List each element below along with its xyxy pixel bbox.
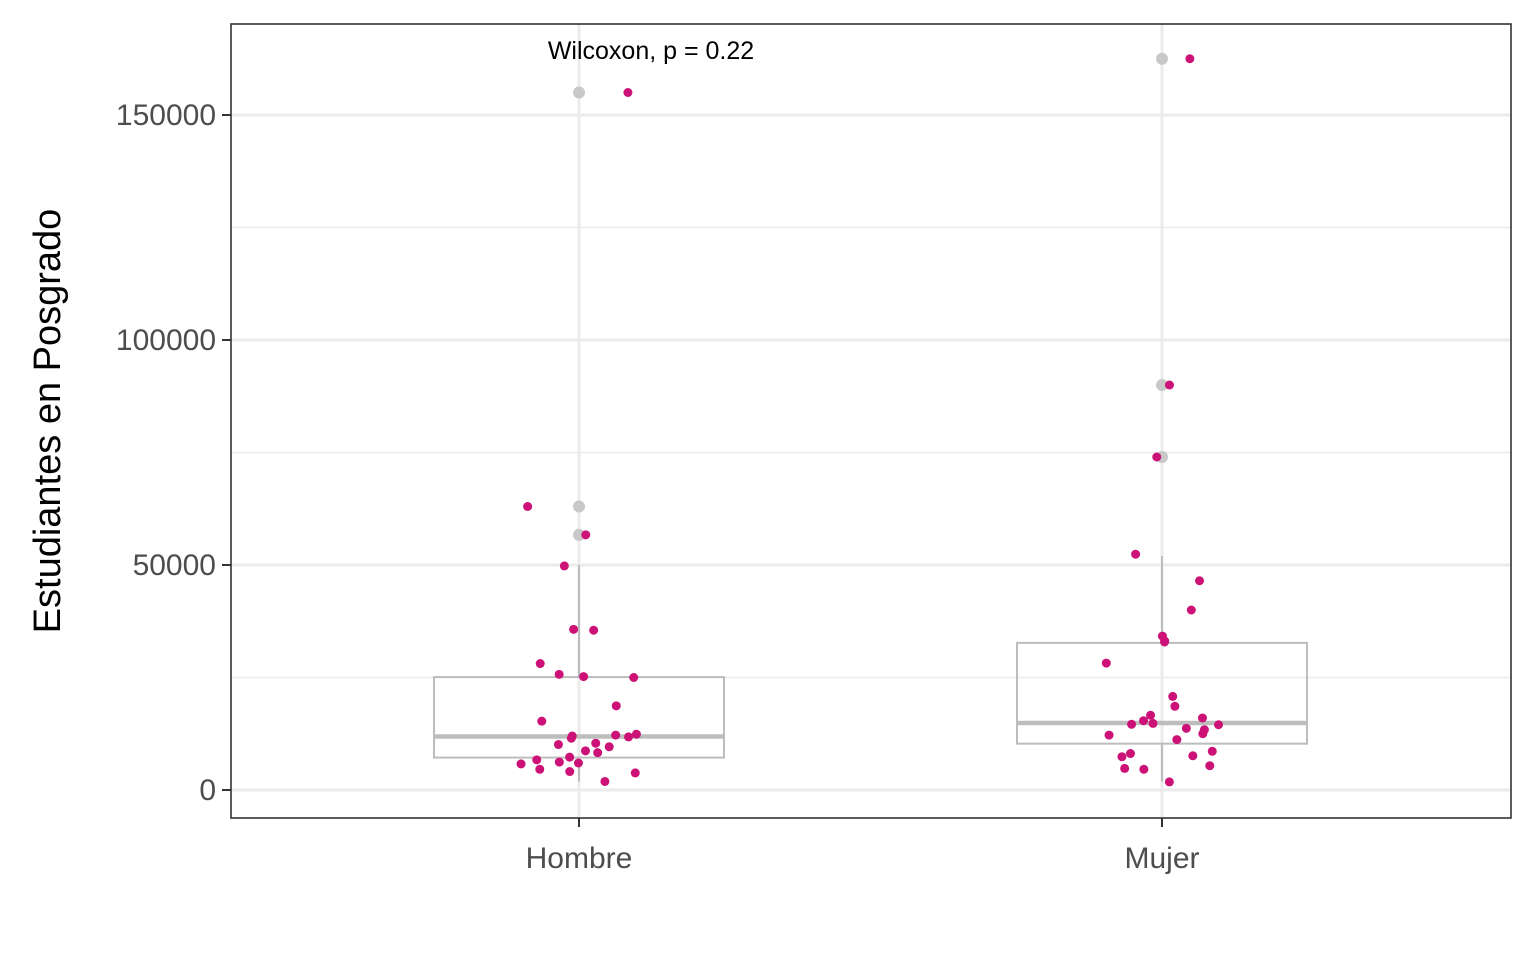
y-tick-label: 150000	[116, 99, 216, 132]
data-point	[1164, 380, 1174, 390]
data-point	[1148, 718, 1158, 728]
data-point	[1160, 637, 1170, 647]
data-point	[1125, 749, 1135, 759]
data-point	[629, 673, 639, 682]
data-point	[611, 730, 621, 740]
y-axis: 0 50000 100000 150000	[116, 99, 231, 807]
data-point	[516, 759, 526, 769]
data-point	[566, 733, 576, 743]
wilcoxon-annotation: Wilcoxon, p = 0.22	[548, 37, 754, 65]
data-point	[1104, 730, 1114, 740]
data-point	[1188, 751, 1198, 761]
data-point	[1185, 54, 1195, 64]
data-point	[535, 659, 545, 669]
x-tick-label: Mujer	[1124, 842, 1199, 875]
data-point	[604, 742, 614, 752]
data-point	[1127, 719, 1137, 729]
data-point	[559, 561, 569, 571]
data-point	[611, 701, 621, 711]
data-point	[591, 738, 601, 748]
data-point	[1139, 764, 1149, 774]
data-point	[623, 88, 633, 97]
data-point	[1197, 713, 1207, 723]
data-point	[1101, 658, 1111, 668]
box-iqr	[433, 676, 725, 759]
data-point	[1186, 605, 1196, 615]
data-point	[565, 752, 575, 762]
data-point	[1207, 746, 1217, 756]
data-point	[565, 767, 575, 777]
data-point	[532, 755, 542, 765]
outlier-point	[573, 528, 585, 541]
data-point	[1131, 549, 1141, 559]
y-tick-label: 0	[199, 774, 216, 807]
data-point	[553, 740, 563, 750]
data-point	[1214, 720, 1224, 730]
data-point	[1170, 701, 1180, 711]
outlier-point	[1156, 52, 1168, 65]
outlier-point	[573, 86, 585, 99]
data-point	[1205, 761, 1215, 771]
plot-panel-border	[230, 23, 1512, 819]
grid	[231, 24, 1511, 818]
data-points	[516, 54, 1224, 787]
x-axis: Hombre Mujer	[526, 818, 1200, 875]
data-point	[631, 729, 641, 739]
data-point	[581, 530, 591, 540]
outlier-point	[1156, 379, 1168, 391]
data-point	[569, 624, 579, 634]
data-point	[1172, 735, 1182, 745]
data-point	[600, 776, 610, 786]
data-point	[1139, 716, 1149, 726]
data-point	[1198, 729, 1208, 739]
data-point	[1181, 723, 1191, 733]
data-point	[554, 757, 564, 767]
data-point	[589, 625, 599, 635]
data-point	[579, 672, 589, 682]
box-iqr	[1016, 641, 1308, 745]
boxplots	[433, 52, 1308, 782]
data-point	[573, 758, 583, 768]
outlier-point	[573, 500, 585, 513]
data-point	[624, 732, 634, 742]
x-tick-label: Hombre	[526, 842, 633, 875]
y-tick-label: 50000	[133, 549, 216, 582]
data-point	[1146, 710, 1156, 720]
data-point	[580, 746, 590, 756]
data-point	[537, 716, 547, 726]
data-point	[630, 768, 640, 778]
data-point	[593, 748, 603, 758]
y-axis-title: Estudiantes en Posgrado	[27, 209, 69, 634]
data-point	[1164, 777, 1174, 787]
data-point	[1195, 576, 1205, 586]
data-point	[1152, 452, 1162, 462]
data-point	[1117, 752, 1127, 762]
data-point	[523, 502, 533, 511]
data-point	[1168, 691, 1178, 701]
y-tick-label: 100000	[116, 324, 216, 357]
data-point	[554, 669, 564, 679]
data-point	[1120, 763, 1130, 773]
data-point	[535, 764, 545, 774]
